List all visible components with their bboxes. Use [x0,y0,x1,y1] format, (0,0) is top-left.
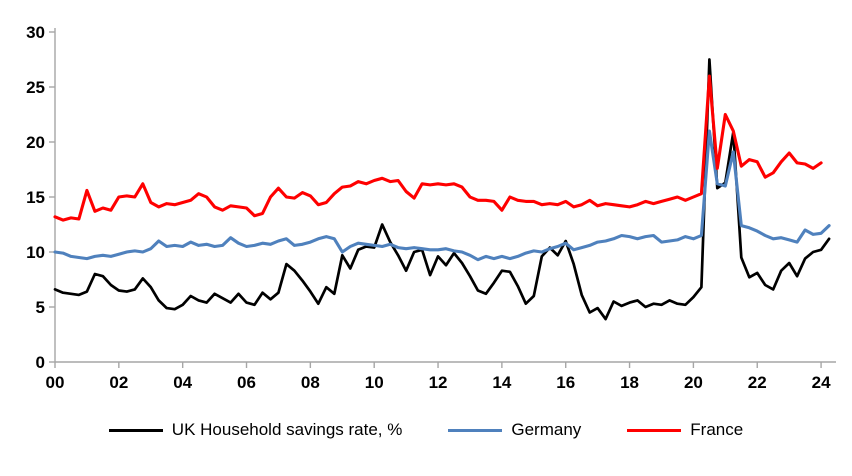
chart-plot-area: 0 5 10 15 20 25 30 00 02 04 06 08 10 12 14 16 18 20 22 24 [26,23,836,392]
y-tick-label: 15 [26,188,45,207]
series-line-uk [53,58,831,321]
legend-item-france: France [627,420,743,440]
x-tick-label: 24 [812,373,831,392]
x-tick-label: 10 [365,373,384,392]
x-tick-label: 14 [492,373,511,392]
x-tick-label: 00 [46,373,65,392]
x-tick-label: 16 [556,373,575,392]
y-tick-label: 5 [36,298,45,317]
france-line-swatch [627,428,682,432]
legend-item-germany: Germany [448,420,581,440]
germany-legend-label: Germany [511,420,582,439]
y-tick-label: 25 [26,78,45,97]
x-tick-label: 08 [301,373,320,392]
y-tick-label: 30 [26,23,45,42]
series-line-germany [53,129,831,262]
y-tick-label: 0 [36,353,45,372]
x-tick-label: 12 [429,373,448,392]
legend-item-uk: UK Household savings rate, % [108,420,403,440]
x-tick-label: 22 [748,373,767,392]
x-tick-label: 18 [620,373,639,392]
uk-line-swatch [108,428,163,432]
x-tick-label: 02 [109,373,128,392]
series-line-france [53,74,823,222]
france-legend-label: France [690,420,744,439]
chart-legend: UK Household savings rate, % Germany Fra… [0,420,852,440]
x-tick-label: 20 [684,373,703,392]
uk-legend-label: UK Household savings rate, % [171,420,403,439]
x-tick-label: 06 [237,373,256,392]
x-tick-label: 04 [173,373,192,392]
germany-line-swatch [448,428,503,432]
y-tick-label: 10 [26,243,45,262]
y-tick-label: 20 [26,133,45,152]
